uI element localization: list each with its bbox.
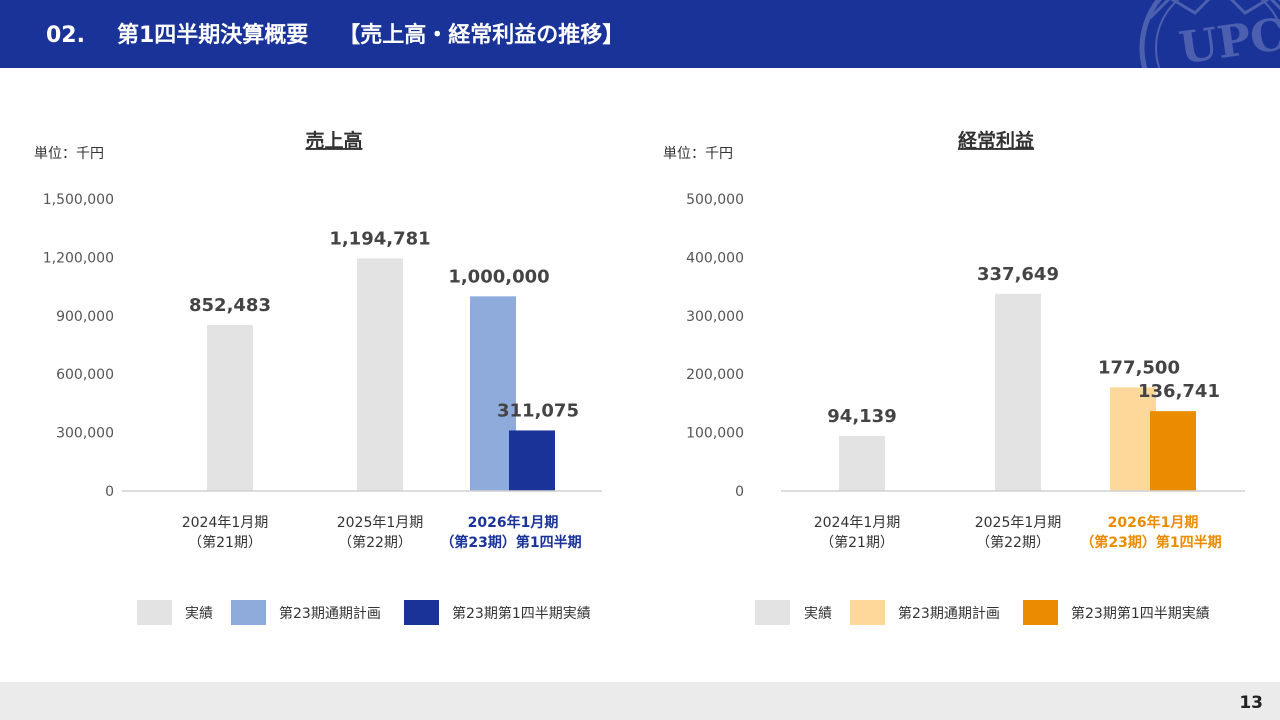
bar-actual	[207, 325, 253, 491]
chart-title: 経常利益	[958, 129, 1034, 152]
data-label: 177,500	[1098, 357, 1180, 378]
y-tick-label: 400,000	[686, 250, 744, 266]
unit-label: 単位：千円	[34, 146, 104, 162]
chart-title: 売上高	[305, 129, 362, 152]
data-label: 337,649	[977, 264, 1059, 285]
data-label: 1,194,781	[329, 228, 430, 249]
data-label: 1,000,000	[448, 266, 549, 287]
data-label: 311,075	[497, 400, 579, 421]
x-category-label: 2026年1月期	[1108, 514, 1199, 531]
legend-label: 第23期通期計画	[898, 605, 1000, 622]
y-tick-label: 600,000	[56, 367, 114, 383]
bar-q1-actual	[1150, 411, 1196, 491]
x-category-label: 2025年1月期	[975, 515, 1062, 531]
data-label: 136,741	[1138, 381, 1220, 402]
y-tick-label: 300,000	[56, 426, 114, 442]
x-category-sublabel: （第23期）第1四半期	[440, 534, 581, 551]
legend-swatch	[1023, 600, 1058, 625]
data-label: 852,483	[189, 295, 271, 316]
legend-label: 第23期第1四半期実績	[1071, 605, 1210, 622]
bar-plan	[470, 296, 516, 491]
bar-actual	[357, 258, 403, 491]
y-tick-label: 900,000	[56, 309, 114, 325]
x-category-label: 2025年1月期	[337, 515, 424, 531]
legend-label: 第23期通期計画	[279, 605, 381, 622]
legend-label: 実績	[804, 606, 832, 622]
x-category-label: 2024年1月期	[182, 515, 269, 531]
y-tick-label: 100,000	[686, 426, 744, 442]
bar-actual	[995, 293, 1041, 491]
x-category-sublabel: （第21期）	[188, 534, 262, 551]
x-category-label: 2026年1月期	[468, 514, 559, 531]
legend-swatch	[755, 600, 790, 625]
y-tick-label: 1,500,000	[43, 192, 114, 208]
legend-swatch	[850, 600, 885, 625]
header-bar: 02. 第1四半期決算概要 【売上高・経常利益の推移】 UPC	[0, 0, 1280, 68]
page-title: 第1四半期決算概要	[116, 23, 309, 48]
x-category-sublabel: （第22期）	[338, 534, 412, 551]
legend-label: 実績	[185, 606, 213, 622]
legend-swatch	[404, 600, 439, 625]
bar-actual	[839, 436, 885, 491]
company-seal-logo: UPC	[1139, 0, 1280, 68]
bar-plan	[1110, 387, 1156, 491]
x-category-sublabel: （第21期）	[820, 534, 894, 551]
y-tick-label: 0	[105, 484, 114, 500]
bar-q1-actual	[509, 430, 555, 491]
page-subtitle: 【売上高・経常利益の推移】	[338, 23, 625, 48]
y-tick-label: 500,000	[686, 192, 744, 208]
data-label: 94,139	[827, 406, 896, 427]
page-number: 13	[1239, 693, 1263, 713]
unit-label: 単位：千円	[663, 146, 733, 162]
section-number: 02.	[46, 23, 85, 48]
x-category-sublabel: （第23期）第1四半期	[1080, 534, 1221, 551]
legend-swatch	[137, 600, 172, 625]
footer-bar: 13	[0, 682, 1280, 720]
legend-label: 第23期第1四半期実績	[452, 605, 591, 622]
y-tick-label: 0	[735, 484, 744, 500]
y-tick-label: 1,200,000	[43, 250, 114, 266]
x-category-label: 2024年1月期	[814, 515, 901, 531]
legend-swatch	[231, 600, 266, 625]
y-tick-label: 300,000	[686, 309, 744, 325]
header-title: 02. 第1四半期決算概要 【売上高・経常利益の推移】	[46, 17, 624, 49]
y-tick-label: 200,000	[686, 367, 744, 383]
x-category-sublabel: （第22期）	[976, 534, 1050, 551]
